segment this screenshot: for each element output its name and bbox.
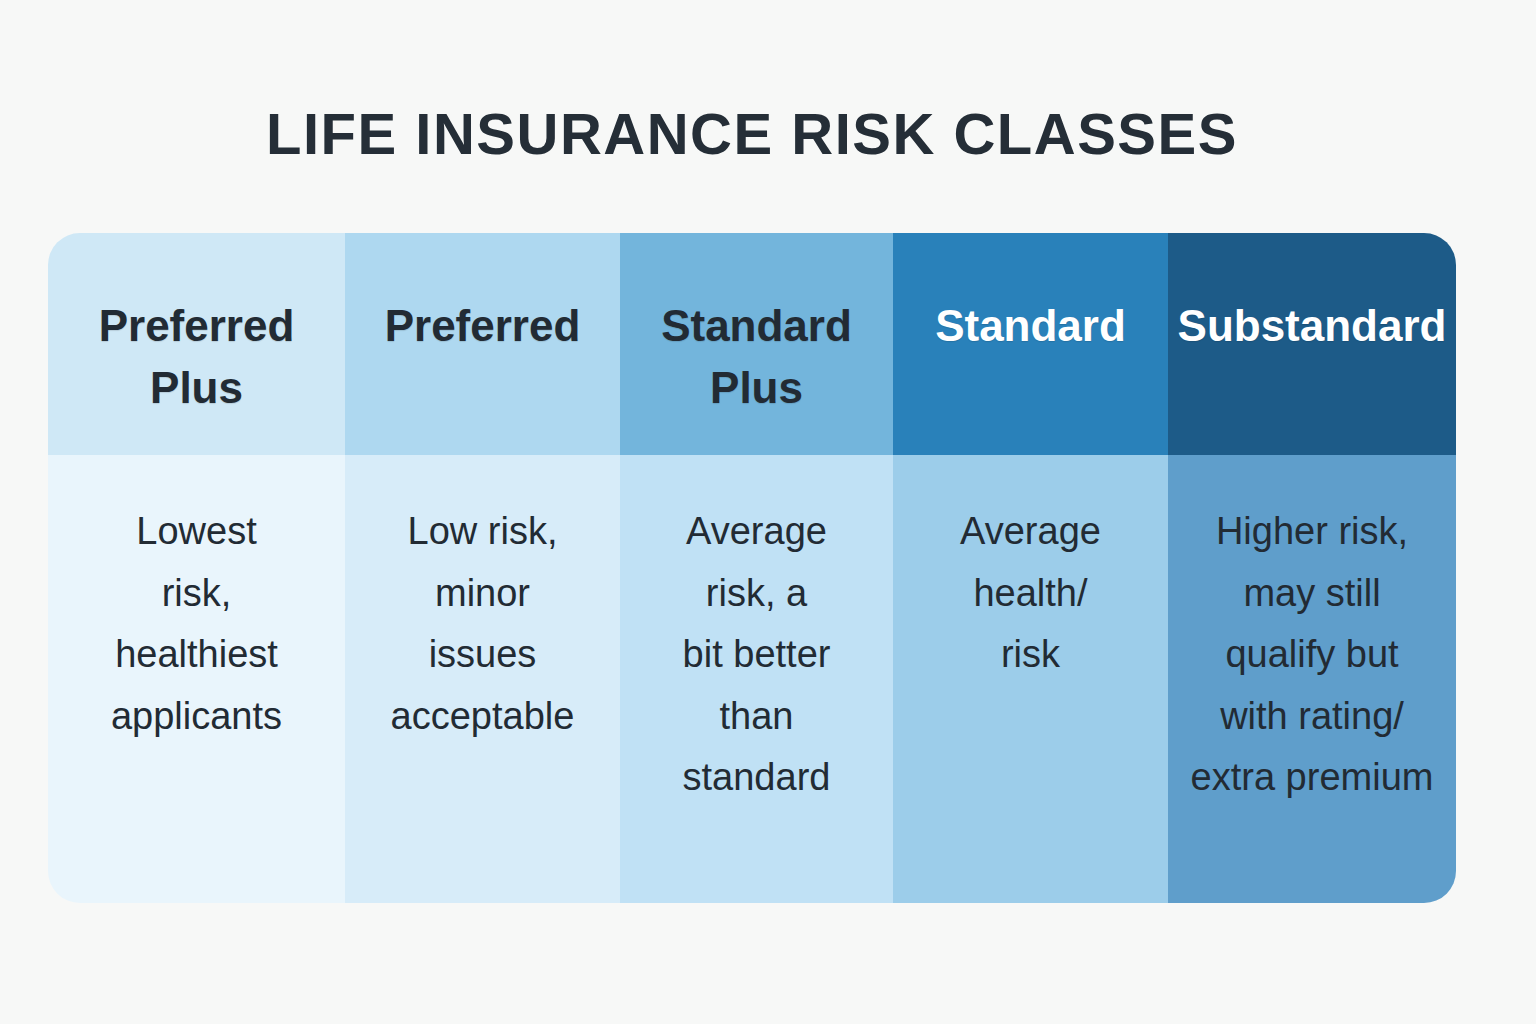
column-body: Average risk, a bit better than standard bbox=[620, 455, 893, 903]
column-body: Higher risk, may still qualify but with … bbox=[1168, 455, 1456, 903]
column-header: Standard bbox=[893, 233, 1168, 455]
column-preferred: Preferred Low risk, minor issues accepta… bbox=[345, 233, 620, 903]
column-standard: Standard Average health/ risk bbox=[893, 233, 1168, 903]
column-header: Standard Plus bbox=[620, 233, 893, 455]
column-header: Preferred Plus bbox=[48, 233, 345, 455]
column-header: Substandard bbox=[1168, 233, 1456, 455]
page-title: LIFE INSURANCE RISK CLASSES bbox=[48, 100, 1456, 167]
column-body: Lowest risk, healthiest applicants bbox=[48, 455, 345, 903]
column-preferred-plus: Preferred Plus Lowest risk, healthiest a… bbox=[48, 233, 345, 903]
column-body: Average health/ risk bbox=[893, 455, 1168, 903]
column-substandard: Substandard Higher risk, may still quali… bbox=[1168, 233, 1456, 903]
column-standard-plus: Standard Plus Average risk, a bit better… bbox=[620, 233, 893, 903]
column-body: Low risk, minor issues acceptable bbox=[345, 455, 620, 903]
column-header: Preferred bbox=[345, 233, 620, 455]
risk-classes-table: Preferred Plus Lowest risk, healthiest a… bbox=[48, 233, 1456, 903]
